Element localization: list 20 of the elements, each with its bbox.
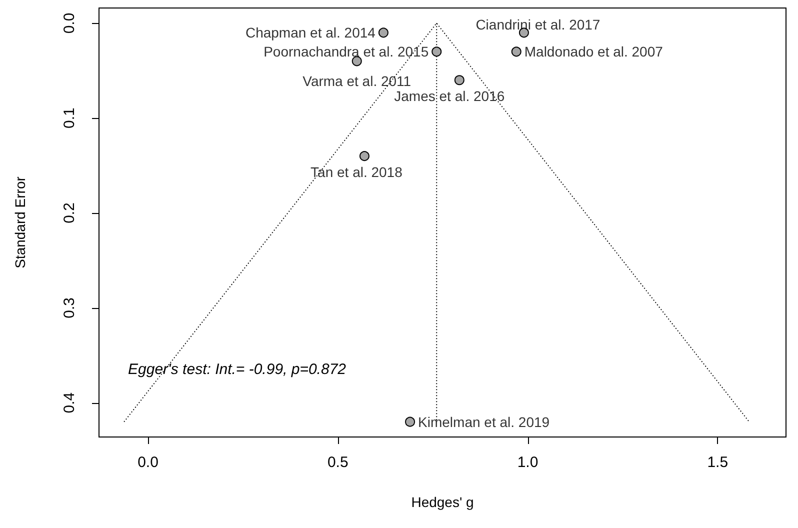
y-tick-label: 0.3 <box>61 297 78 318</box>
annotation: Varma et al. 2011 <box>302 73 412 90</box>
annotation: Ciandrini et al. 2017 <box>476 16 600 33</box>
y-tick-label: 0.4 <box>61 392 78 414</box>
x-tick-label: 1.0 <box>517 454 538 471</box>
annotation: Kimelman et al. 2019 <box>418 414 550 430</box>
x-tick-label: 0.0 <box>138 454 158 471</box>
x-axis-title: Hedges' g <box>411 494 474 510</box>
x-tick-label: 0.5 <box>327 454 348 471</box>
x-tick-label: 1.5 <box>707 454 728 471</box>
annotation: Tan et al. 2018 <box>310 164 403 180</box>
y-axis-title: Standard Error <box>12 176 28 268</box>
y-tick-label: 0.0 <box>61 12 78 34</box>
annotation: Maldonado et al. 2007 <box>524 44 664 60</box>
annotation: Poornachandra et al. 2015 <box>264 44 429 60</box>
annotation: James et al. 2016 <box>394 88 505 104</box>
y-tick-label: 0.1 <box>61 108 78 129</box>
annotation: Egger's test: Int.= -0.99, p=0.872 <box>128 361 347 378</box>
annotation: Chapman et al. 2014 <box>245 24 376 41</box>
y-tick-label: 0.2 <box>61 202 78 224</box>
